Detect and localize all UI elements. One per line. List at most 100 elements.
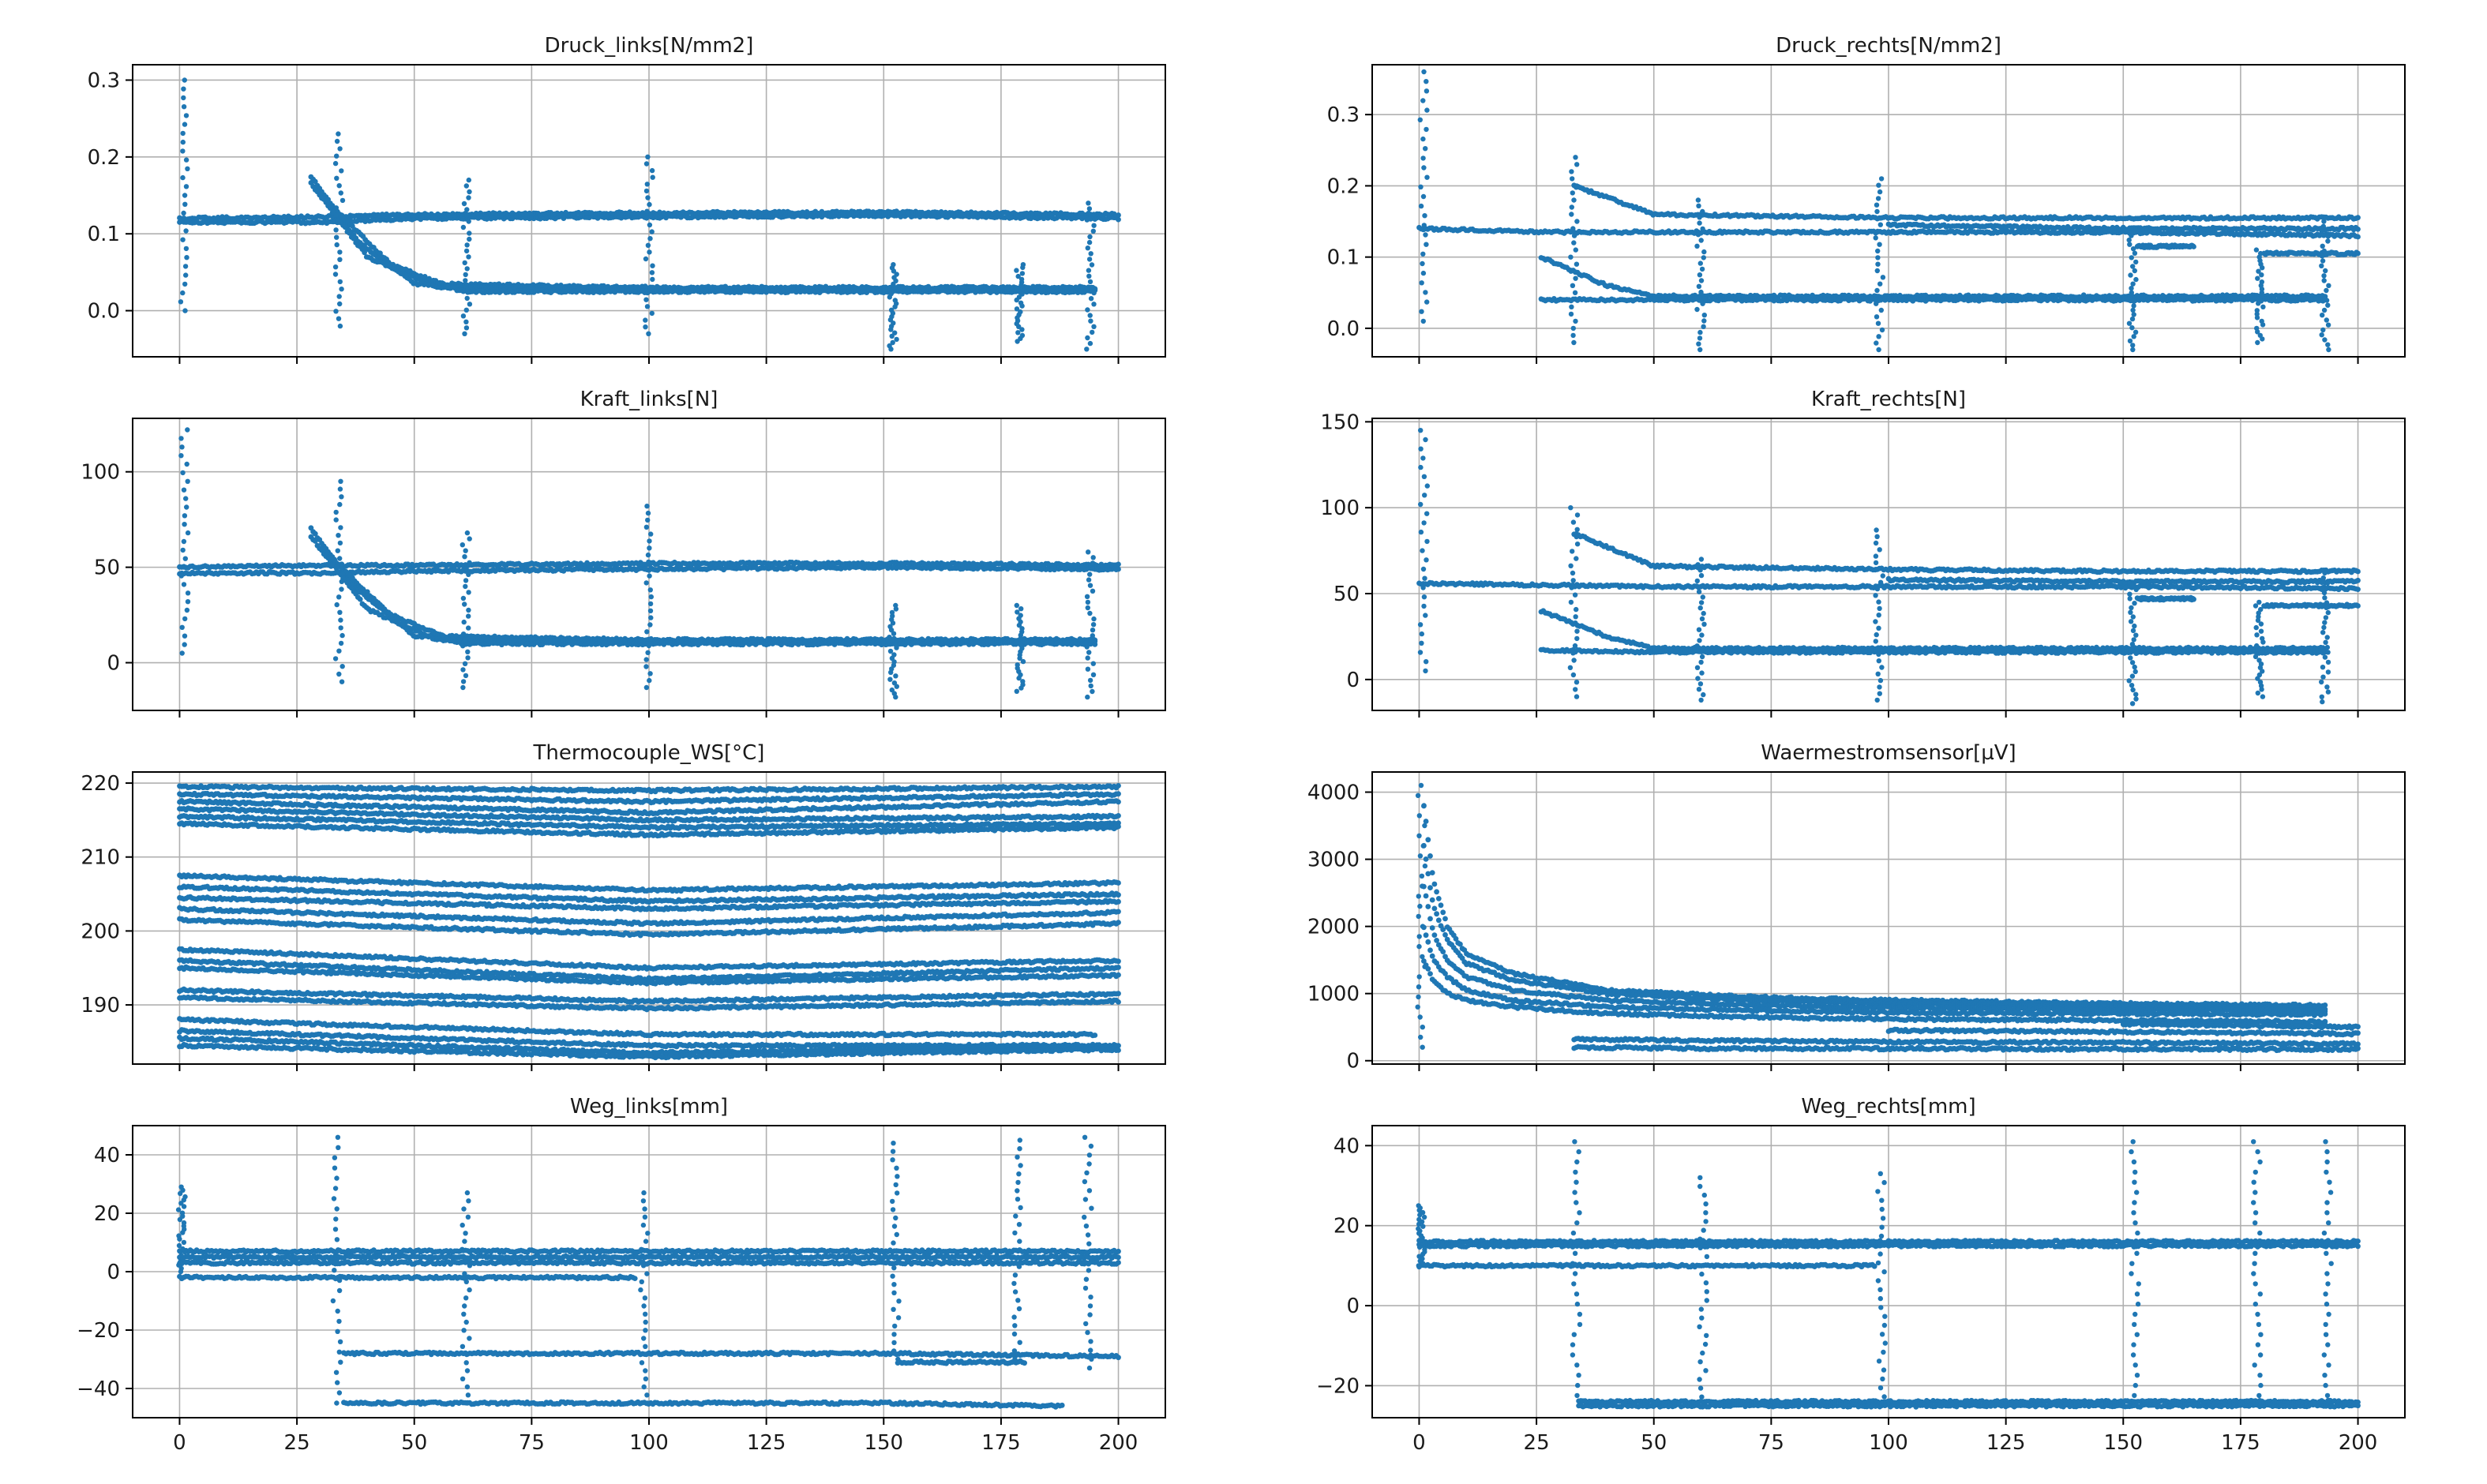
data-point [2355,251,2361,257]
data-point [2326,283,2331,288]
data-point [182,282,187,287]
data-point [338,220,343,225]
data-point [335,139,339,144]
data-point [2132,334,2136,339]
spike-cluster [1014,262,1026,344]
data-point [182,308,187,313]
data-point [333,309,338,313]
data-point [1014,268,1018,272]
data-point [1570,190,1575,195]
data-point [334,235,339,240]
data-point [2260,279,2264,284]
data-point [2127,238,2132,242]
data-point [1091,302,1096,306]
data-point [1419,309,1424,314]
series-trace [2261,249,2361,257]
x-axis [179,357,1118,364]
data-point [337,146,342,151]
data-point [1087,234,1092,239]
data-point [1424,175,1429,180]
data-point [1574,262,1579,267]
data-point [2321,224,2326,229]
data-point [2255,276,2260,281]
data-point [181,96,186,100]
data-point [1698,290,1703,294]
data-point [2325,303,2330,308]
data-point [650,229,655,234]
data-point [2127,321,2132,326]
data-point [2129,286,2133,290]
data-point [1423,146,1427,151]
data-point [178,299,183,304]
data-point [1874,203,1879,208]
data-point [2133,330,2138,335]
data-point [893,298,898,302]
data-point [464,183,469,188]
data-point [647,249,651,254]
data-point [892,331,897,335]
data-point [1091,290,1096,295]
data-point [1875,249,1880,253]
data-point [643,257,648,261]
data-point [333,161,338,166]
data-point [2322,278,2327,283]
data-point [465,266,470,271]
data-point [643,298,648,302]
data-point [180,148,185,153]
data-point [1569,269,1574,274]
data-point [2133,277,2138,282]
data-point [467,189,471,194]
data-point [643,324,647,329]
data-point [2324,298,2329,302]
data-point [647,223,652,227]
data-point [1418,185,1423,189]
data-point [1424,79,1428,84]
data-point [339,168,343,173]
data-point [1423,232,1427,237]
data-point [463,278,467,283]
data-point [1879,176,1884,181]
data-point [1421,165,1426,170]
data-point [461,313,466,318]
spike-cluster [887,262,899,351]
data-point [2127,242,2132,247]
data-point [644,161,649,166]
data-point [2131,303,2136,308]
data-point [2320,332,2324,337]
data-point [1701,249,1706,254]
data-point [1421,319,1426,324]
spike-cluster [1694,197,1707,352]
data-point [646,243,651,248]
series-trace [1539,255,2328,300]
data-point [1424,88,1429,93]
data-point [1571,326,1576,331]
data-point [184,157,189,162]
data-point [2320,293,2324,298]
data-point [1696,342,1701,347]
data-point [184,184,189,189]
data-point [644,215,649,220]
data-point [1874,209,1879,214]
data-point [334,205,339,210]
data-point [1575,298,1580,302]
data-point [643,283,647,288]
data-point [2128,272,2133,277]
data-point [1876,321,1881,326]
data-point [2133,260,2138,264]
data-point [1087,206,1092,211]
data-point [1420,156,1425,160]
data-point [2355,234,2361,240]
data-point [1697,284,1701,289]
y-axis: 0.00.10.20.3 [1327,103,1372,341]
data-point [1423,290,1427,294]
data-point [1571,340,1576,345]
data-point [1573,155,1577,159]
y-tick-label: 0.2 [1327,174,1360,198]
data-point [1571,197,1576,202]
data-point [645,182,650,186]
data-point [644,189,649,193]
data-point [2321,273,2326,278]
data-point [2322,308,2327,313]
grid [1372,65,2405,357]
data-point [183,272,188,277]
